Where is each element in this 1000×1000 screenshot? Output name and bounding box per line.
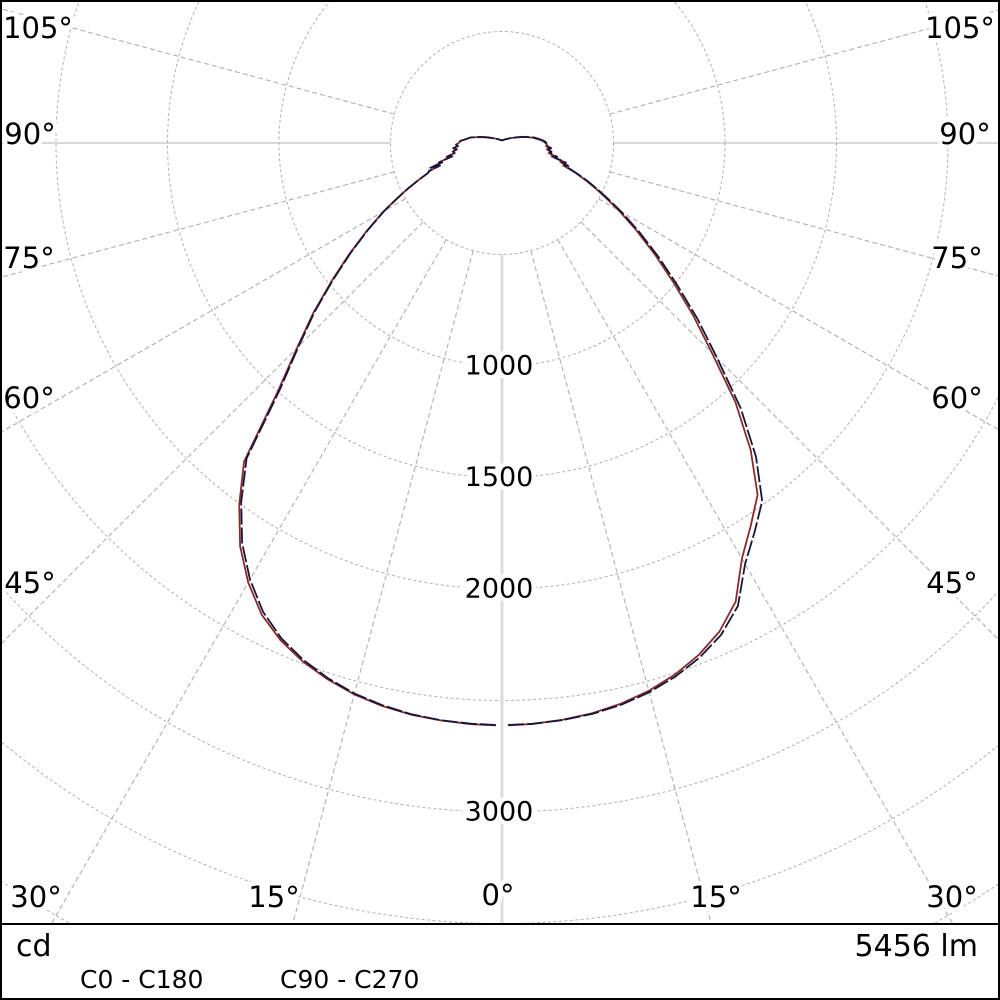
intensity-curves (238, 135, 764, 727)
curve-C0-C180-right (501, 135, 764, 726)
polar-chart: 1000 1500 2000 3000 105° 105° 90° 90° 75° 75° 60° 6… (2, 2, 998, 925)
angle-label-left-90: 90° (4, 117, 55, 151)
series-label-c0-c180: C0 - C180 (80, 965, 204, 994)
labels: 1000 1500 2000 3000 105° 105° 90° 90° 75° 75° 60° 6… (2, 7, 998, 919)
legend-separator (2, 923, 998, 925)
grid-line-left-75 (2, 171, 395, 278)
ring-label-3000: 3000 (465, 797, 534, 828)
angle-label-left-60: 60° (3, 381, 54, 415)
curve-C0-C180-left (240, 136, 503, 726)
grid-line-right-15 (530, 250, 713, 925)
ring-label-1000: 1000 (465, 351, 534, 382)
grid-line-left-15 (291, 250, 474, 925)
grid-line-left-45 (2, 221, 424, 644)
legend: cd 5456 lm C0 - C180 C90 - C270 (2, 925, 998, 998)
grid-line-left-30 (49, 239, 447, 925)
angle-label-right-45: 45° (926, 566, 977, 600)
series-label-c90-c270: C90 - C270 (280, 965, 420, 994)
angle-label-right-60: 60° (931, 381, 982, 415)
angle-label-right-15: 15° (690, 880, 741, 914)
angle-label-left-105: 105° (3, 11, 73, 45)
grid-line-right-30 (557, 239, 955, 925)
grid-ring-500 (390, 31, 614, 255)
angle-label-right-75: 75° (931, 241, 982, 275)
curve-C90-C270-left (238, 136, 503, 727)
angle-label-0: 0° (482, 878, 515, 912)
polar-grid (2, 2, 998, 925)
luminous-flux-label: 5456 lm (854, 929, 978, 964)
angle-label-right-90: 90° (939, 117, 990, 151)
unit-label: cd (16, 929, 52, 964)
ring-label-2000: 2000 (465, 574, 534, 605)
ring-label-1500: 1500 (465, 462, 534, 493)
angle-label-right-105: 105° (925, 11, 995, 45)
grid-line-right-60 (598, 198, 998, 431)
angle-label-right-30: 30° (926, 880, 977, 914)
angle-label-left-75: 75° (3, 241, 54, 275)
angle-label-left-45: 45° (4, 566, 55, 600)
angle-label-left-30: 30° (10, 880, 61, 914)
angle-label-left-15: 15° (248, 880, 299, 914)
